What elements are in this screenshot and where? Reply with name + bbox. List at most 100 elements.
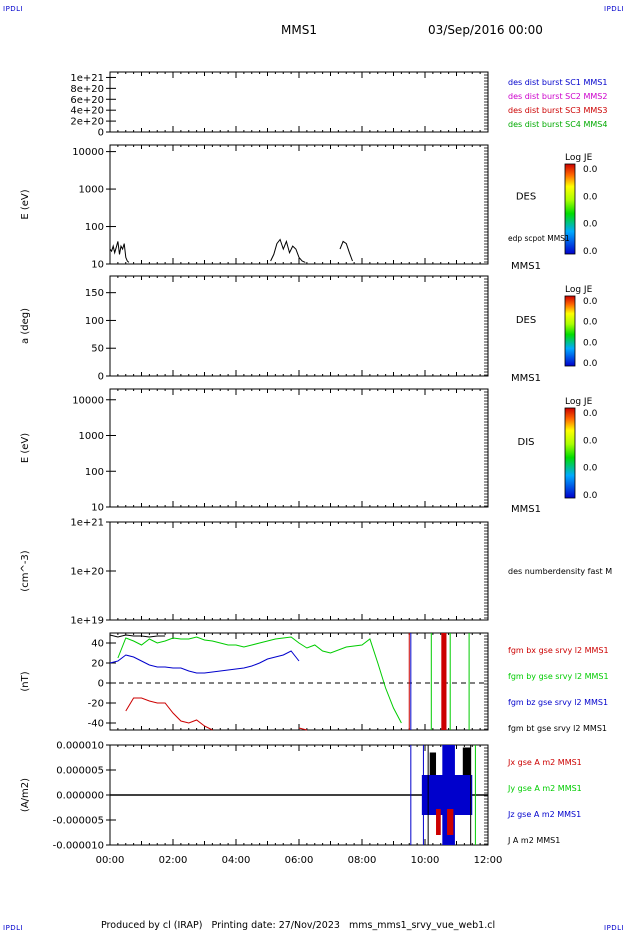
panel-frame bbox=[109, 144, 489, 265]
colorbar-tick-label: 0.0 bbox=[583, 436, 598, 446]
legend-entry: Jx gse A m2 MMS1 bbox=[507, 758, 582, 767]
legend-entry: J A m2 MMS1 bbox=[507, 836, 560, 845]
corner-label-top-right: IPDLI bbox=[604, 5, 625, 13]
y-tick-label: 4e+20 bbox=[70, 106, 104, 117]
y-tick-label: 2e+20 bbox=[70, 117, 104, 128]
colorbar-tick-label: 0.0 bbox=[583, 318, 598, 328]
legend-entry: des numberdensity fast M bbox=[508, 567, 612, 576]
legend-entry: des dist burst SC3 MMS3 bbox=[508, 106, 607, 115]
y-tick-label: 100 bbox=[85, 467, 104, 478]
panel-frame bbox=[109, 275, 489, 377]
y-tick-label: 1000 bbox=[79, 431, 104, 442]
y-axis-label: a (deg) bbox=[20, 308, 31, 344]
species-label: DES bbox=[516, 315, 536, 326]
scpot-line bbox=[110, 240, 371, 263]
y-tick-label: -20 bbox=[88, 699, 104, 710]
corner-label-bottom-left: IPDLI bbox=[3, 924, 24, 932]
colorbar-tick-label: 0.0 bbox=[583, 165, 598, 175]
series-line-3 bbox=[109, 634, 166, 638]
y-axis-label: (nT) bbox=[20, 671, 31, 691]
colorbar-tick-label: 0.0 bbox=[583, 338, 598, 348]
colorbar-tick-label: 0.0 bbox=[583, 297, 598, 307]
y-tick-label: 0.000010 bbox=[56, 741, 104, 752]
legend-entry: fgm bt gse srvy l2 MMS1 bbox=[508, 724, 607, 733]
panel-des-pitch: 150 100 50 0 a (deg) DES MMS1 Log JE 0.0 0.0 0.0 0.… bbox=[20, 275, 598, 384]
y-tick-label: 1e+19 bbox=[70, 616, 104, 627]
y-tick-label: 150 bbox=[85, 288, 104, 299]
footer-text: Produced by cl (IRAP) Printing date: 27/… bbox=[101, 920, 495, 931]
y-tick-label: 50 bbox=[91, 344, 104, 355]
corner-label-top-left: IPDLI bbox=[3, 5, 24, 13]
y-tick-label: 100 bbox=[85, 222, 104, 233]
colorbar-title: Log JE bbox=[565, 397, 593, 407]
current-burst-j-2 bbox=[462, 747, 471, 775]
colorbar-tick-label: 0.0 bbox=[583, 359, 598, 369]
x-tick-label: 00:00 bbox=[96, 855, 125, 866]
y-axis-label: (cm^-3) bbox=[20, 550, 31, 591]
instrument-label: MMS1 bbox=[511, 373, 541, 384]
y-tick-label: 1e+21 bbox=[70, 73, 104, 84]
legend-entry: fgm bx gse srvy l2 MMS1 bbox=[508, 646, 609, 655]
x-tick-label: 12:00 bbox=[474, 855, 503, 866]
panel-frame bbox=[109, 71, 489, 133]
panel-current: 0.000010 0.000005 0.000000 -0.000005 -0.0000… bbox=[20, 741, 582, 867]
colorbar bbox=[564, 295, 576, 367]
panel-frame bbox=[109, 521, 489, 621]
y-tick-label: 40 bbox=[91, 639, 104, 650]
y-axis-label: E (eV) bbox=[20, 433, 31, 463]
y-tick-label: 1e+21 bbox=[70, 518, 104, 529]
legend-entry: des dist burst SC1 MMS1 bbox=[508, 78, 607, 87]
instrument-label: MMS1 bbox=[511, 504, 541, 515]
colorbar-tick-label: 0.0 bbox=[583, 491, 598, 501]
y-tick-label: 0 bbox=[98, 679, 104, 690]
header-spacecraft: MMS1 bbox=[281, 23, 317, 37]
y-tick-label: -40 bbox=[88, 719, 104, 730]
colorbar-title: Log JE bbox=[565, 153, 593, 163]
legend-entry: fgm bz gse srvy l2 MMS1 bbox=[508, 698, 608, 707]
current-burst-j bbox=[429, 752, 437, 775]
y-tick-label: 100 bbox=[85, 316, 104, 327]
series-line-0 bbox=[126, 693, 410, 730]
x-tick-label: 08:00 bbox=[348, 855, 377, 866]
colorbar-tick-label: 0.0 bbox=[583, 247, 598, 257]
y-tick-label: 0 bbox=[98, 372, 104, 383]
panel-des-energy: 10000 1000 100 10 E (eV) DES MMS1 Log JE 0.0 0.0 0… bbox=[20, 144, 598, 272]
legend-entry: des dist burst SC4 MMS4 bbox=[508, 120, 607, 129]
y-tick-label: 0 bbox=[98, 128, 104, 139]
species-label: DES bbox=[516, 192, 536, 203]
y-tick-label: 10 bbox=[91, 260, 104, 271]
overlay-label: edp scpot MMS1 bbox=[508, 234, 570, 243]
y-tick-label: -0.000010 bbox=[53, 841, 104, 852]
corner-label-bottom-right: IPDLI bbox=[604, 924, 625, 932]
series-line-2 bbox=[110, 643, 409, 673]
y-tick-label: -0.000005 bbox=[53, 816, 104, 827]
colorbar bbox=[564, 163, 576, 255]
colorbar-tick-label: 0.0 bbox=[583, 192, 598, 202]
panel-dis-energy: 10000 1000 100 10 E (eV) DIS MMS1 Log JE 0.0 0.0 0… bbox=[20, 388, 598, 515]
x-tick-label: 02:00 bbox=[159, 855, 188, 866]
legend-entry: fgm by gse srvy l2 MMS1 bbox=[508, 672, 609, 681]
x-tick-label: 04:00 bbox=[222, 855, 251, 866]
y-tick-label: 1e+20 bbox=[70, 567, 104, 578]
y-tick-label: 6e+20 bbox=[70, 95, 104, 106]
x-tick-label: 06:00 bbox=[285, 855, 314, 866]
y-tick-label: 10000 bbox=[72, 147, 104, 158]
legend-entry: des dist burst SC2 MMS2 bbox=[508, 92, 607, 101]
colorbar bbox=[564, 407, 576, 499]
y-axis-label: (A/m2) bbox=[20, 778, 31, 812]
y-tick-label: 0.000000 bbox=[56, 791, 104, 802]
y-tick-label: 1000 bbox=[79, 185, 104, 196]
panel-frame bbox=[109, 388, 489, 508]
current-burst-jx bbox=[436, 809, 441, 835]
colorbar-tick-label: 0.0 bbox=[583, 464, 598, 474]
current-burst-jx-2 bbox=[447, 809, 454, 835]
y-tick-label: 10000 bbox=[72, 395, 104, 406]
y-tick-label: 0.000005 bbox=[56, 766, 104, 777]
legend-entry: Jz gse A m2 MMS1 bbox=[507, 810, 581, 819]
series-line-1 bbox=[117, 636, 402, 724]
legend-entry: Jy gse A m2 MMS1 bbox=[507, 784, 582, 793]
panel-fgm: 40 20 0 -20 -40 (nT) fgm bx gse srvy l2 MMS1 fg… bbox=[20, 632, 609, 733]
y-tick-label: 8e+20 bbox=[70, 84, 104, 95]
instrument-label: MMS1 bbox=[511, 261, 541, 272]
